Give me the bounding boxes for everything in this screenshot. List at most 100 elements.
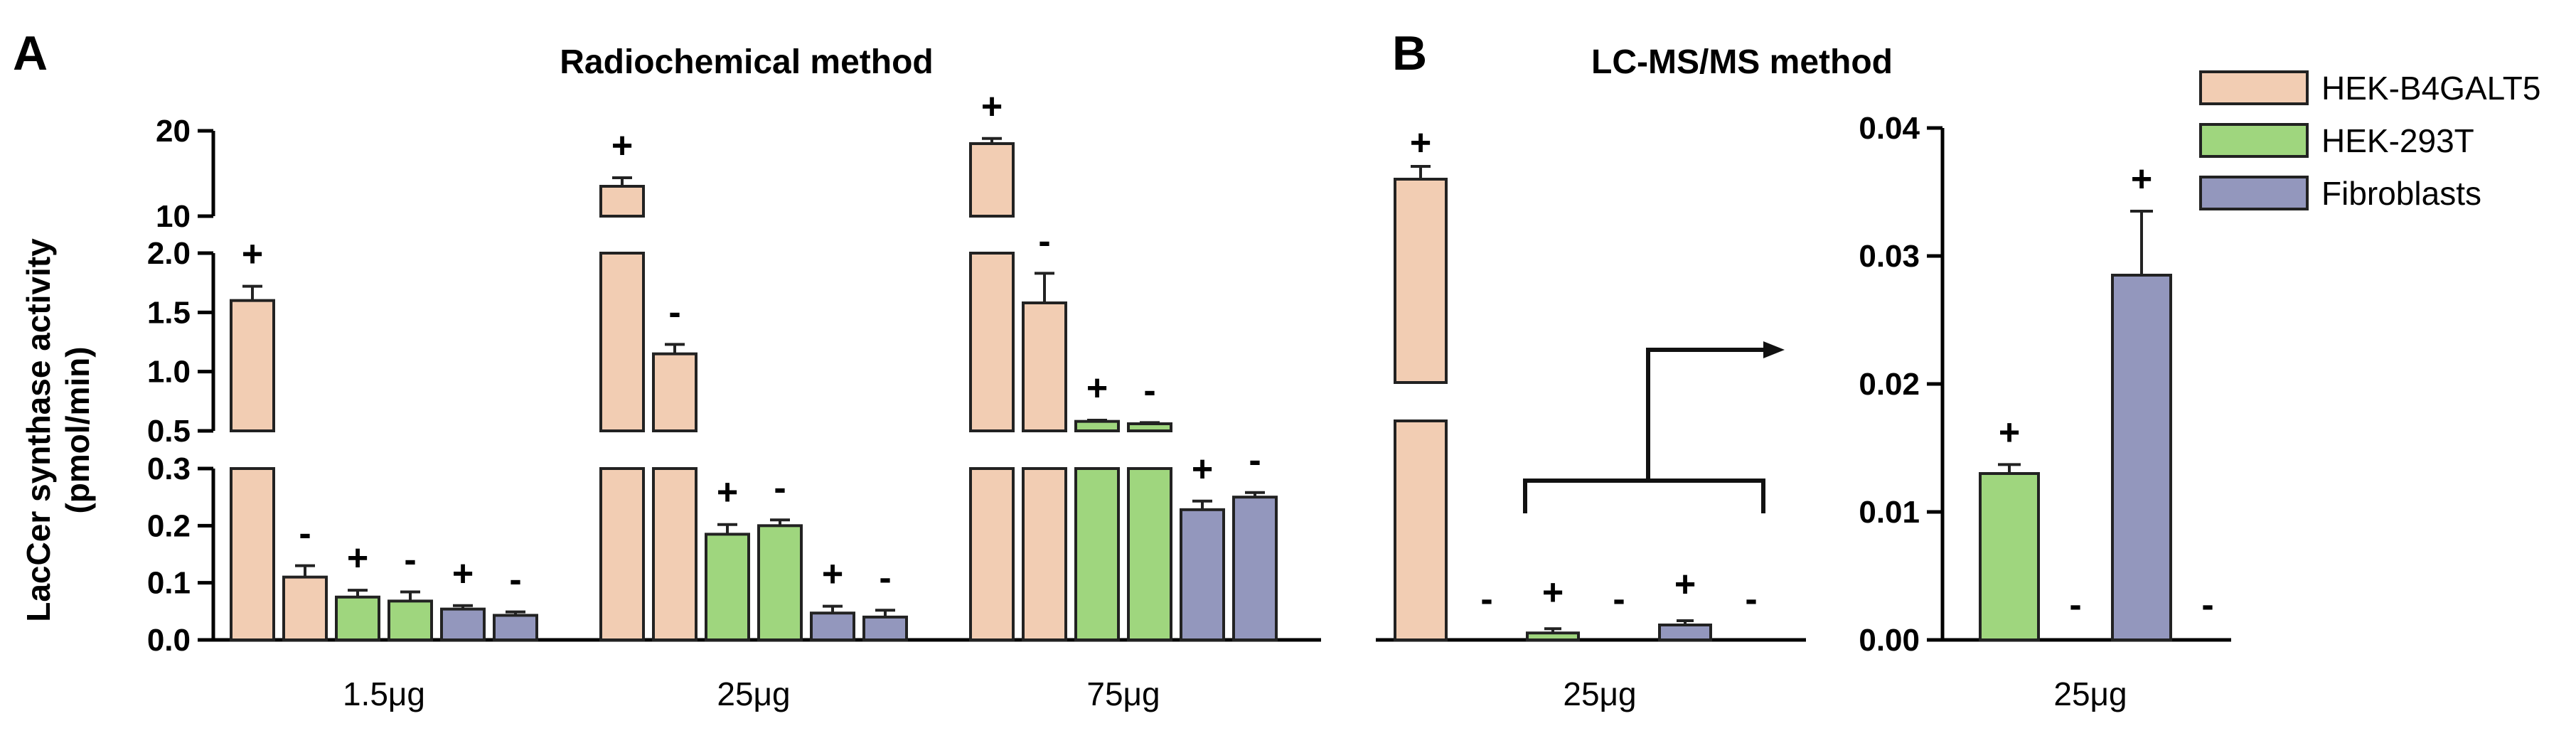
panel-a-bar-group: + [230, 234, 275, 641]
panel-b-sign-label: - [1745, 579, 1757, 620]
inset-bar-group: + [2111, 159, 2172, 641]
panel-b-bar-group: - [1480, 579, 1492, 620]
inset-sign-label: + [2131, 159, 2152, 200]
panel-a-bar [1022, 301, 1067, 432]
panel-a-category-1: 1.5μg [343, 675, 425, 712]
panel-a-title: Radiochemical method [560, 43, 933, 81]
panel-b-bar [1658, 624, 1712, 641]
panel-a-tick-label: 1.5 [147, 295, 191, 330]
panel-a-sign-label: - [1249, 440, 1261, 481]
panel-a-bar-group: - [757, 467, 803, 641]
legend-label-hek-b4galt5: HEK-B4GALT5 [2321, 70, 2540, 107]
panel-a-bar-group: + [810, 554, 855, 642]
panel-a-bar [1232, 496, 1278, 642]
panel-a-sign-label: + [981, 86, 1003, 127]
panel-a-bar-group: - [282, 513, 328, 642]
panel-a-bar [652, 467, 698, 641]
panel-a-ticks: 0.0 0.1 0.2 0.30.5 1.0 1.5 2.010 20 [147, 114, 213, 658]
panel-a-bar-group: + [1180, 449, 1225, 642]
inset-sign-label: - [2069, 584, 2081, 626]
panel-a-sign-label: - [299, 513, 311, 555]
panel-a-tick-label: 0.0 [147, 623, 191, 658]
panel-a-sign-label: + [611, 125, 633, 166]
panel-b-sign-label: - [1613, 579, 1625, 620]
panel-b-sign-label: + [1542, 572, 1564, 613]
panel-a-tick-label: 0.2 [147, 508, 191, 543]
panel-a-sign-label: - [509, 560, 521, 601]
panel-a-bar [969, 142, 1015, 218]
panel-a-bar-group: + [440, 553, 486, 641]
panel-a-sign-label: + [242, 234, 263, 275]
panel-a-bars: +-+ - + -+-+ -+ -+-+ -+ - [230, 86, 1278, 642]
inset-sign-label: + [1999, 412, 2020, 453]
inset-bars: + - + - [1979, 159, 2214, 641]
panel-a-sign-label: - [668, 292, 680, 333]
inset-sign-label: - [2201, 584, 2213, 626]
panel-a-sign-label: + [822, 554, 843, 595]
panel-a-bar [969, 252, 1015, 432]
panel-a-bar [440, 607, 486, 641]
panel-a-tick-label: 0.1 [147, 566, 191, 601]
panel-a-bar [388, 599, 433, 642]
panel-a-category-2: 25μg [717, 675, 790, 712]
panel-a-bar-group: + [969, 86, 1015, 641]
panel-a-bar-group: - [1127, 370, 1172, 641]
y-axis-label-line1: LacCer synthase activity [20, 238, 57, 622]
inset-tick-label: 0.03 [1859, 239, 1920, 274]
panel-a-bar-group: - [862, 557, 908, 641]
panel-b-bar-group: - [1613, 579, 1625, 620]
panel-a-sign-label: + [347, 538, 368, 579]
panel-a-sign-label: - [1143, 370, 1155, 411]
panel-a-sign-label: + [1192, 449, 1213, 490]
legend-swatch-fibroblasts [2199, 176, 2309, 210]
panel-a-bar [599, 252, 645, 432]
panel-a-tick-label: 20 [156, 114, 191, 149]
panel-a-tick-label: 2.0 [147, 236, 191, 271]
panel-b-bar-group: + [1394, 122, 1448, 641]
panel-a-sign-label: - [404, 540, 416, 581]
panel-a-sign-label: + [1086, 368, 1108, 409]
panel-a-bar [810, 611, 855, 642]
legend-swatch-hek-b4galt5 [2199, 70, 2309, 105]
panel-b-bar-group: + [1658, 564, 1712, 641]
inset-bar-group: - [2201, 584, 2213, 626]
panel-a-bar [493, 614, 538, 641]
panel-a-bar [230, 467, 275, 641]
panel-a-bar [335, 595, 380, 641]
panel-a-bar-group: + [335, 538, 380, 641]
legend-label-fibroblasts: Fibroblasts [2321, 175, 2481, 212]
panel-b-bar [1394, 178, 1448, 384]
panel-b-bar-group: - [1745, 579, 1757, 620]
panel-a-bar [599, 467, 645, 641]
panel-a-sign-label: - [1038, 220, 1050, 262]
panel-b-sign-label: + [1410, 122, 1431, 164]
panel-a-bar [1074, 419, 1120, 433]
panel-a-sign-label: + [717, 472, 738, 513]
panel-letter-a: A [13, 26, 48, 80]
panel-b-sign-label: + [1674, 564, 1696, 605]
inset-bracket-arrow [1523, 341, 1785, 513]
panel-a-bar [230, 299, 275, 432]
panel-a-bar [1022, 467, 1067, 641]
panel-a-sign-label: - [774, 467, 786, 508]
panel-a-tick-label: 0.5 [147, 414, 191, 449]
panel-b-bar-group: + [1526, 572, 1580, 641]
panel-a-bar-group: + [705, 472, 750, 642]
panel-a-bar [705, 533, 750, 642]
inset-bar-group: + [1979, 412, 2040, 641]
inset-tick-label: 0.04 [1859, 111, 1920, 146]
panel-a-tick-label: 1.0 [147, 355, 191, 390]
inset-tick-label: 0.00 [1859, 623, 1920, 658]
panel-a-tick-label: 10 [156, 199, 191, 234]
panel-a-bar-group: - [1232, 440, 1278, 642]
panel-b-bars: + - + - + - [1394, 122, 1758, 641]
inset-category: 25μg [2053, 675, 2127, 712]
legend-label-hek-293t: HEK-293T [2321, 122, 2474, 159]
panel-a-sign-label: - [879, 557, 891, 599]
panel-a-bar [862, 615, 908, 641]
panel-b-category: 25μg [1563, 675, 1636, 712]
y-axis-label-line2: (pmol/min) [59, 346, 96, 513]
panel-a-bar [1127, 422, 1172, 432]
panel-a-bar [599, 185, 645, 218]
